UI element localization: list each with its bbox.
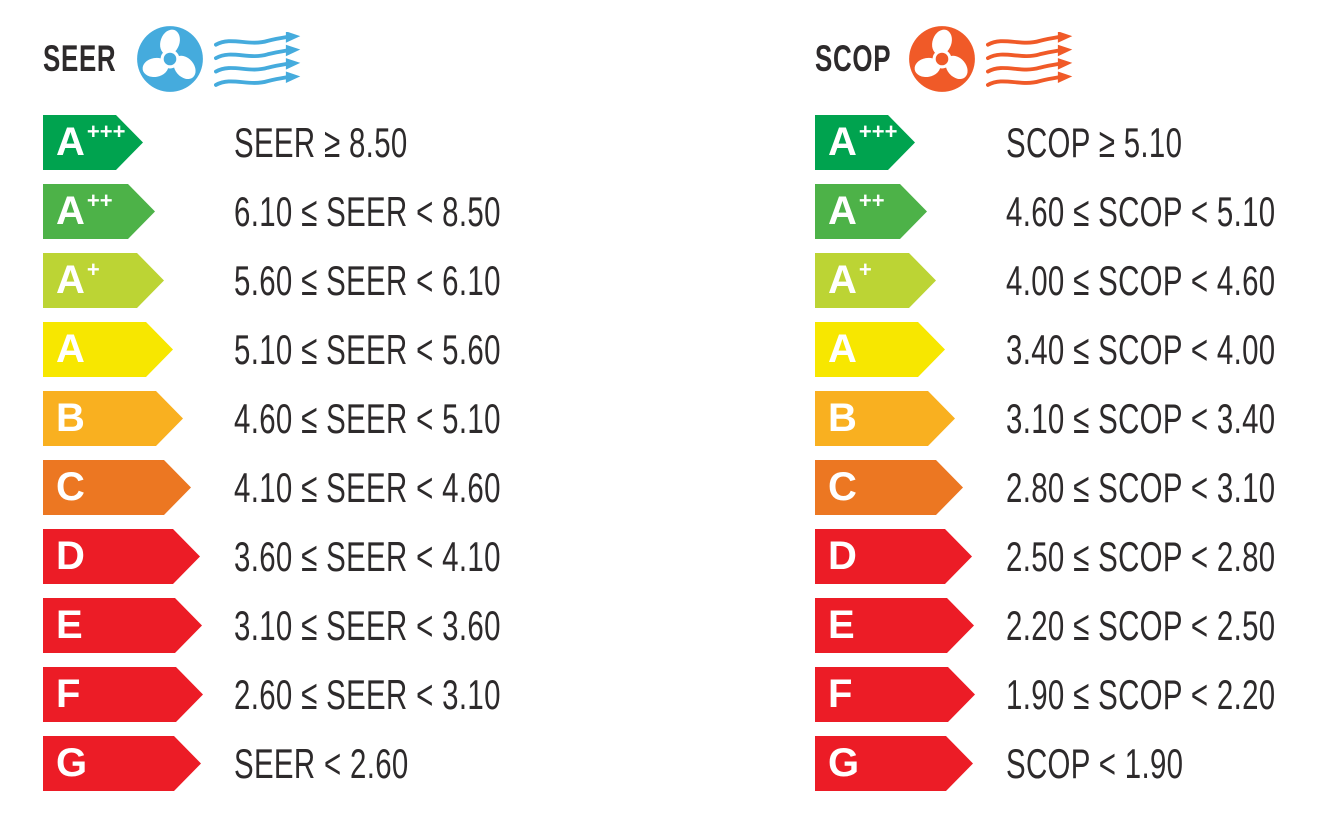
rating-arrow: F <box>815 667 975 722</box>
rating-grade: A <box>828 327 857 371</box>
rating-range: SEER < 2.60 <box>234 740 409 787</box>
rating-row: D 2.50 ≤ SCOP < 2.80 <box>815 529 1335 584</box>
rating-grade: E <box>56 603 83 647</box>
rating-range: 2.60 ≤ SEER < 3.10 <box>234 671 501 718</box>
rating-row: A + 4.00 ≤ SCOP < 4.60 <box>815 253 1335 308</box>
rating-grade-plus: + <box>86 256 100 282</box>
rating-range: 3.40 ≤ SCOP < 4.00 <box>1006 326 1276 373</box>
rating-row: G SEER < 2.60 <box>43 736 563 791</box>
rating-grade: G <box>56 741 88 785</box>
rating-range: SEER ≥ 8.50 <box>234 119 408 166</box>
rating-grade: A <box>56 327 85 371</box>
rating-grade: B <box>56 396 85 440</box>
rating-grade: B <box>828 396 857 440</box>
rating-arrow: E <box>815 598 974 653</box>
rating-grade: A <box>828 189 857 233</box>
rating-arrow: A ++ <box>43 184 155 239</box>
seer-panel: SEER <box>43 22 563 805</box>
rating-grade-plus: +++ <box>86 118 126 144</box>
rating-row: A +++ SEER ≥ 8.50 <box>43 115 563 170</box>
rating-arrow: C <box>815 460 963 515</box>
rating-rows: A +++ SCOP ≥ 5.10 A ++ 4.60 ≤ SCOP < 5.10 … <box>815 115 1335 791</box>
rating-grade: C <box>56 465 85 509</box>
rating-rows: A +++ SEER ≥ 8.50 A ++ 6.10 ≤ SEER < 8.50 … <box>43 115 563 791</box>
rating-row: A + 5.60 ≤ SEER < 6.10 <box>43 253 563 308</box>
rating-row: A 5.10 ≤ SEER < 5.60 <box>43 322 563 377</box>
rating-grade: A <box>828 258 857 302</box>
rating-grade-plus: ++ <box>86 187 113 213</box>
rating-grade: F <box>828 672 853 716</box>
rating-row: A ++ 6.10 ≤ SEER < 8.50 <box>43 184 563 239</box>
rating-arrow: D <box>815 529 972 584</box>
rating-range: 5.10 ≤ SEER < 5.60 <box>234 326 501 373</box>
rating-grade: F <box>56 672 81 716</box>
rating-row: E 2.20 ≤ SCOP < 2.50 <box>815 598 1335 653</box>
rating-row: C 2.80 ≤ SCOP < 3.10 <box>815 460 1335 515</box>
panel-title: SEER <box>43 38 117 79</box>
rating-arrow: E <box>43 598 202 653</box>
rating-range: 3.60 ≤ SEER < 4.10 <box>234 533 501 580</box>
rating-range: 4.60 ≤ SEER < 5.10 <box>234 395 501 442</box>
rating-arrow: A <box>815 322 945 377</box>
rating-row: F 2.60 ≤ SEER < 3.10 <box>43 667 563 722</box>
panel-header: SEER <box>43 22 563 96</box>
rating-grade: E <box>828 603 855 647</box>
fan-icon <box>909 26 975 92</box>
rating-grade-plus: + <box>858 256 872 282</box>
rating-range: SCOP ≥ 5.10 <box>1006 119 1183 166</box>
rating-arrow: C <box>43 460 191 515</box>
rating-range: 4.00 ≤ SCOP < 4.60 <box>1006 257 1276 304</box>
rating-row: C 4.10 ≤ SEER < 4.60 <box>43 460 563 515</box>
rating-grade: A <box>828 120 857 164</box>
panel-title: SCOP <box>815 38 892 79</box>
rating-grade: G <box>828 741 860 785</box>
rating-arrow: G <box>815 736 973 791</box>
rating-arrow: A <box>43 322 173 377</box>
rating-row: A 3.40 ≤ SCOP < 4.00 <box>815 322 1335 377</box>
rating-arrow: A +++ <box>43 115 143 170</box>
rating-grade-plus: +++ <box>858 118 898 144</box>
rating-arrow: A + <box>815 253 936 308</box>
rating-row: F 1.90 ≤ SCOP < 2.20 <box>815 667 1335 722</box>
rating-arrow: G <box>43 736 201 791</box>
airflow-arrows-icon <box>986 32 1073 87</box>
rating-row: A +++ SCOP ≥ 5.10 <box>815 115 1335 170</box>
rating-range: SCOP < 1.90 <box>1006 740 1184 787</box>
rating-grade: A <box>56 120 85 164</box>
rating-arrow: A ++ <box>815 184 927 239</box>
rating-range: 3.10 ≤ SCOP < 3.40 <box>1006 395 1276 442</box>
rating-grade: C <box>828 465 857 509</box>
rating-range: 2.50 ≤ SCOP < 2.80 <box>1006 533 1276 580</box>
rating-arrow: D <box>43 529 200 584</box>
rating-grade: A <box>56 258 85 302</box>
rating-range: 3.10 ≤ SEER < 3.60 <box>234 602 501 649</box>
rating-row: B 3.10 ≤ SCOP < 3.40 <box>815 391 1335 446</box>
rating-arrow: A +++ <box>815 115 915 170</box>
rating-range: 2.20 ≤ SCOP < 2.50 <box>1006 602 1276 649</box>
rating-arrow: F <box>43 667 203 722</box>
rating-row: D 3.60 ≤ SEER < 4.10 <box>43 529 563 584</box>
rating-grade-plus: ++ <box>858 187 885 213</box>
rating-arrow: A + <box>43 253 164 308</box>
rating-range: 5.60 ≤ SEER < 6.10 <box>234 257 501 304</box>
rating-row: A ++ 4.60 ≤ SCOP < 5.10 <box>815 184 1335 239</box>
rating-range: 4.10 ≤ SEER < 4.60 <box>234 464 501 511</box>
rating-row: G SCOP < 1.90 <box>815 736 1335 791</box>
scop-panel: SCOP <box>815 22 1335 805</box>
rating-range: 2.80 ≤ SCOP < 3.10 <box>1006 464 1276 511</box>
rating-grade: A <box>56 189 85 233</box>
rating-range: 4.60 ≤ SCOP < 5.10 <box>1006 188 1276 235</box>
airflow-arrows-icon <box>214 32 301 87</box>
rating-row: B 4.60 ≤ SEER < 5.10 <box>43 391 563 446</box>
rating-arrow: B <box>43 391 183 446</box>
rating-range: 6.10 ≤ SEER < 8.50 <box>234 188 501 235</box>
rating-grade: D <box>828 534 857 578</box>
rating-range: 1.90 ≤ SCOP < 2.20 <box>1006 671 1276 718</box>
fan-icon <box>137 26 203 92</box>
panel-header: SCOP <box>815 22 1335 96</box>
rating-row: E 3.10 ≤ SEER < 3.60 <box>43 598 563 653</box>
rating-grade: D <box>56 534 85 578</box>
rating-arrow: B <box>815 391 955 446</box>
